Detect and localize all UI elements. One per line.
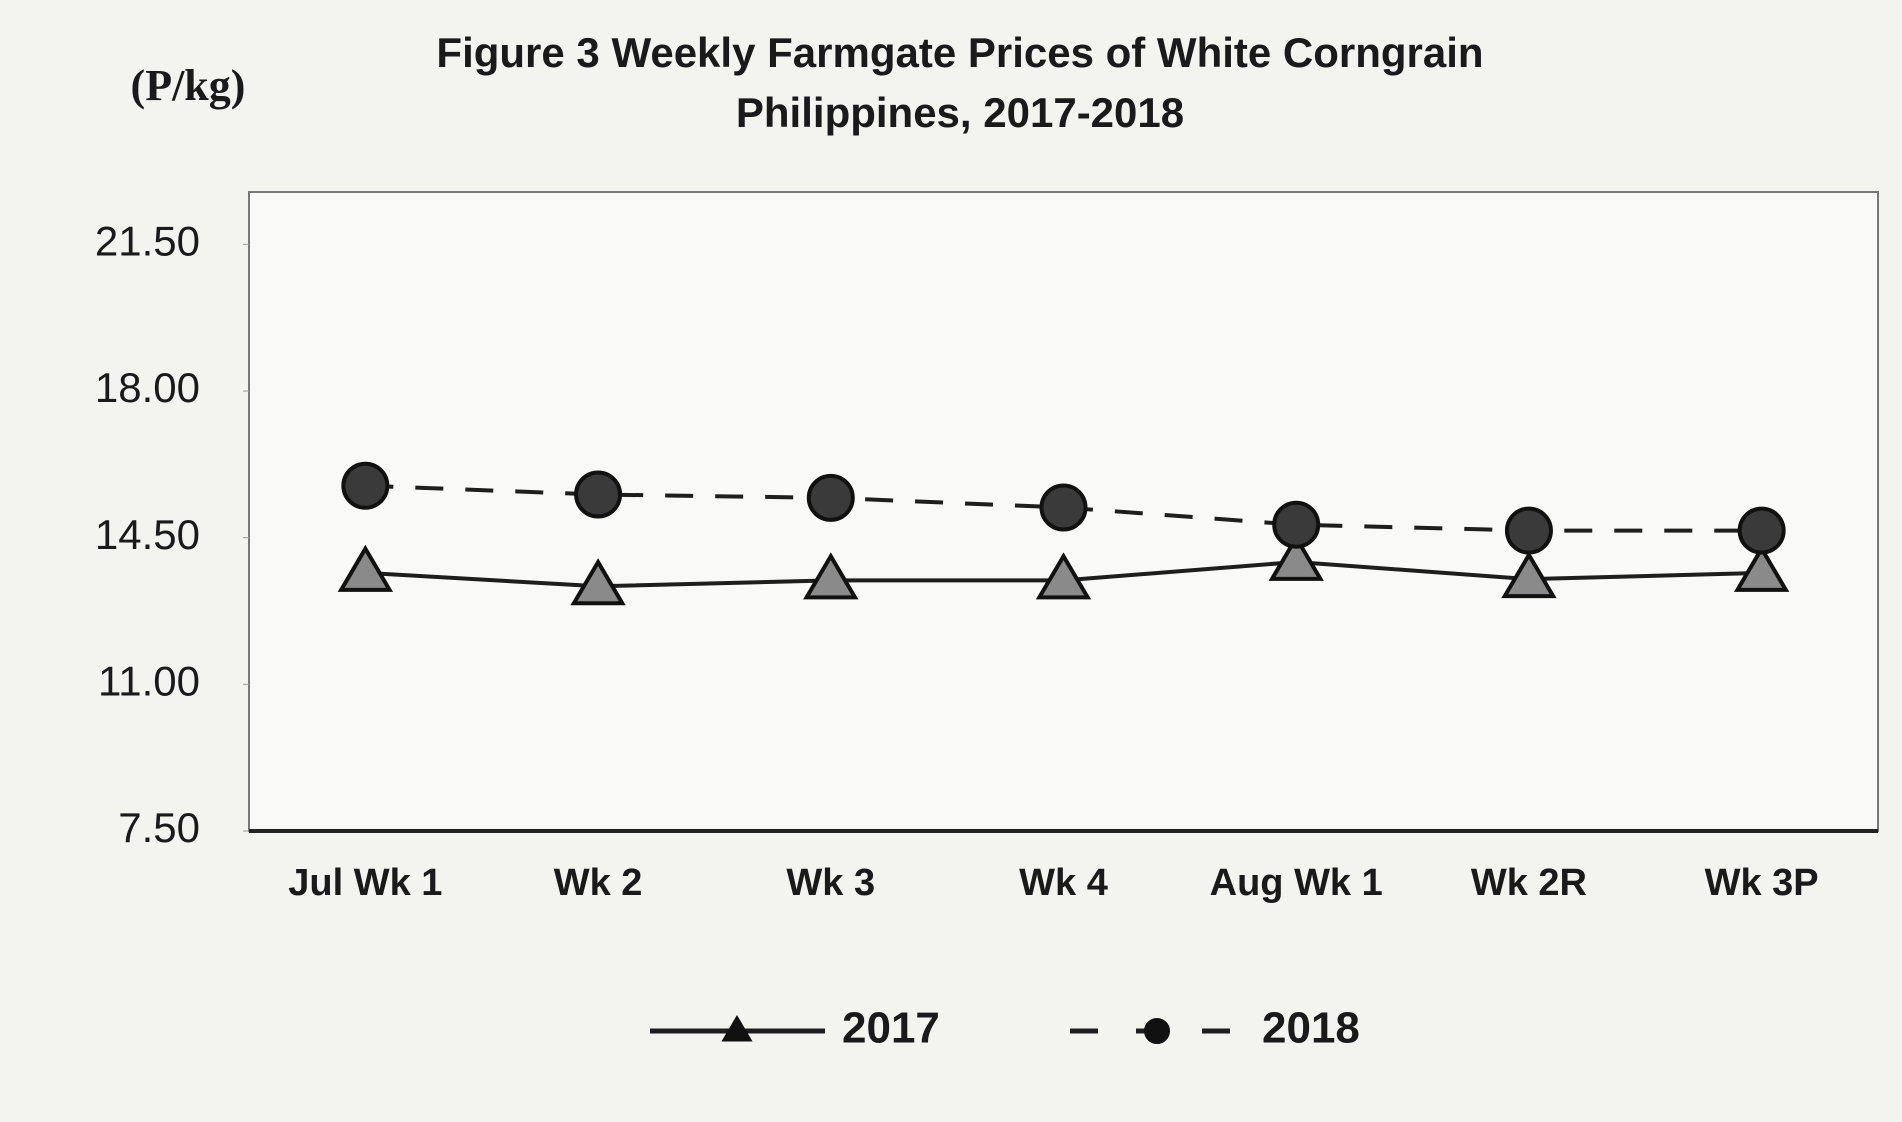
marker xyxy=(1272,500,1321,549)
y-tick-label: 21.50 xyxy=(95,217,200,264)
marker xyxy=(1501,551,1557,599)
x-tick-label: Jul Wk 1 xyxy=(288,862,442,904)
legend-marker xyxy=(1144,1018,1170,1044)
y-tick-label: 11.00 xyxy=(98,657,200,704)
marker xyxy=(574,470,623,519)
y-tick-label: 14.50 xyxy=(95,511,200,558)
marker xyxy=(1737,506,1786,555)
y-tick-label: 18.00 xyxy=(95,364,200,411)
marker xyxy=(1733,544,1790,592)
chart-subtitle: Philippines, 2017-2018 xyxy=(736,89,1184,136)
marker xyxy=(803,552,859,600)
marker xyxy=(1268,533,1324,581)
marker xyxy=(570,558,626,606)
x-tick-label: Wk 3 xyxy=(786,862,875,904)
marker xyxy=(341,461,390,510)
x-tick-label: Wk 4 xyxy=(1019,862,1108,904)
marker xyxy=(337,544,394,592)
legend-marker xyxy=(721,1014,753,1042)
legend-label: 2017 xyxy=(842,1004,940,1053)
x-tick-label: Aug Wk 1 xyxy=(1210,862,1383,904)
x-tick-label: Wk 2R xyxy=(1471,862,1587,904)
marker xyxy=(1504,506,1553,555)
marker xyxy=(1039,483,1088,532)
marker xyxy=(806,473,855,522)
legend-label: 2018 xyxy=(1262,1004,1360,1053)
chart-title: Figure 3 Weekly Farmgate Prices of White… xyxy=(436,29,1483,76)
y-axis-label: (P/kg) xyxy=(131,61,246,110)
marker xyxy=(1035,552,1092,600)
x-tick-label: Wk 3P xyxy=(1705,862,1819,904)
y-tick-label: 7.50 xyxy=(118,804,200,851)
x-tick-label: Wk 2 xyxy=(554,862,643,904)
